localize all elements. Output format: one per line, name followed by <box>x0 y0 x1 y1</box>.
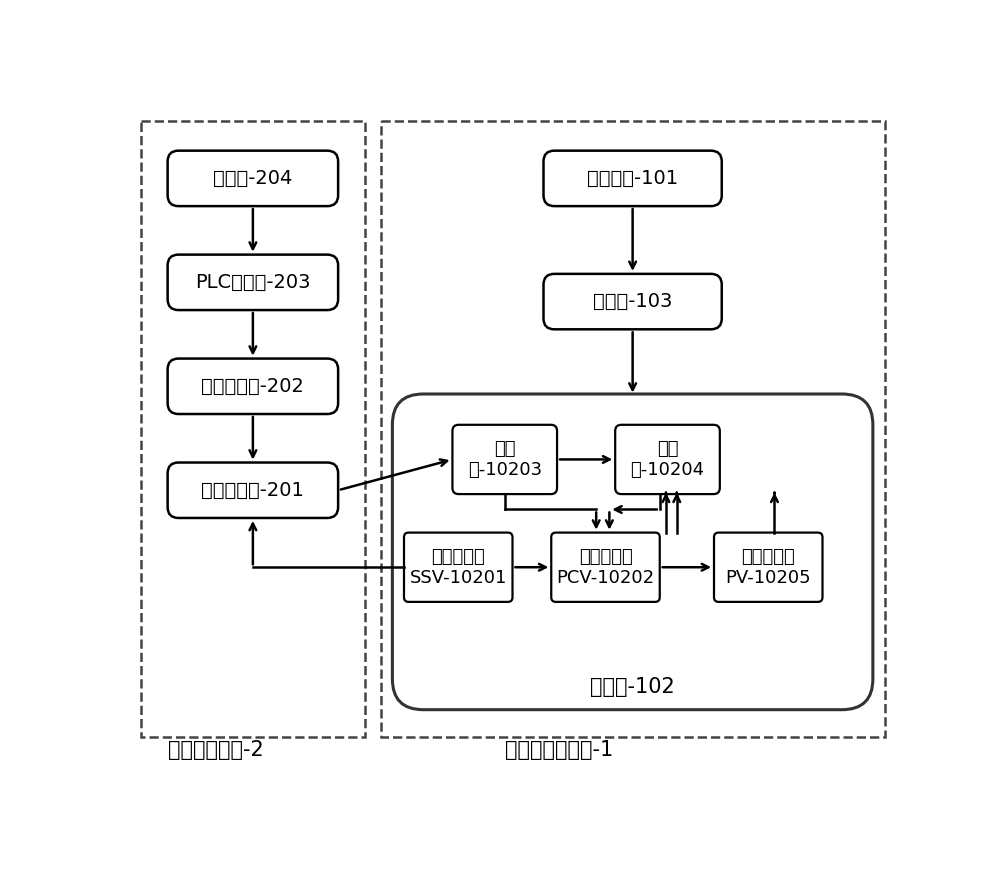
FancyBboxPatch shape <box>551 532 660 602</box>
FancyBboxPatch shape <box>714 532 822 602</box>
FancyBboxPatch shape <box>168 359 338 414</box>
Text: 控制端-204: 控制端-204 <box>213 169 293 188</box>
Text: 远控电磁阀-201: 远控电磁阀-201 <box>201 481 304 500</box>
Text: 紧急切断阀
SSV-10201: 紧急切断阀 SSV-10201 <box>410 548 507 587</box>
FancyBboxPatch shape <box>452 424 557 494</box>
FancyBboxPatch shape <box>544 274 722 329</box>
Text: 工作调压阀
PV-10205: 工作调压阀 PV-10205 <box>725 548 811 587</box>
Text: 防爆接线箱-202: 防爆接线箱-202 <box>201 377 304 396</box>
Text: 计量撬-103: 计量撬-103 <box>593 292 672 311</box>
FancyBboxPatch shape <box>168 254 338 310</box>
Bar <box>381 121 885 737</box>
FancyBboxPatch shape <box>168 151 338 206</box>
Text: 监控调压阀
PCV-10202: 监控调压阀 PCV-10202 <box>556 548 655 587</box>
Text: 指挥
器-10204: 指挥 器-10204 <box>630 440 705 479</box>
FancyBboxPatch shape <box>615 424 720 494</box>
Text: PLC控制柜-203: PLC控制柜-203 <box>195 273 311 292</box>
FancyBboxPatch shape <box>544 151 722 206</box>
Text: 调压撬-102: 调压撬-102 <box>590 676 675 696</box>
Bar <box>140 121 365 737</box>
Text: 天然气管路系统-1: 天然气管路系统-1 <box>505 740 613 759</box>
FancyBboxPatch shape <box>404 532 512 602</box>
FancyBboxPatch shape <box>168 462 338 518</box>
Text: 稳压
器-10203: 稳压 器-10203 <box>468 440 542 479</box>
Text: 电动球阀-101: 电动球阀-101 <box>587 169 678 188</box>
Text: 远程开关装置-2: 远程开关装置-2 <box>168 740 263 759</box>
